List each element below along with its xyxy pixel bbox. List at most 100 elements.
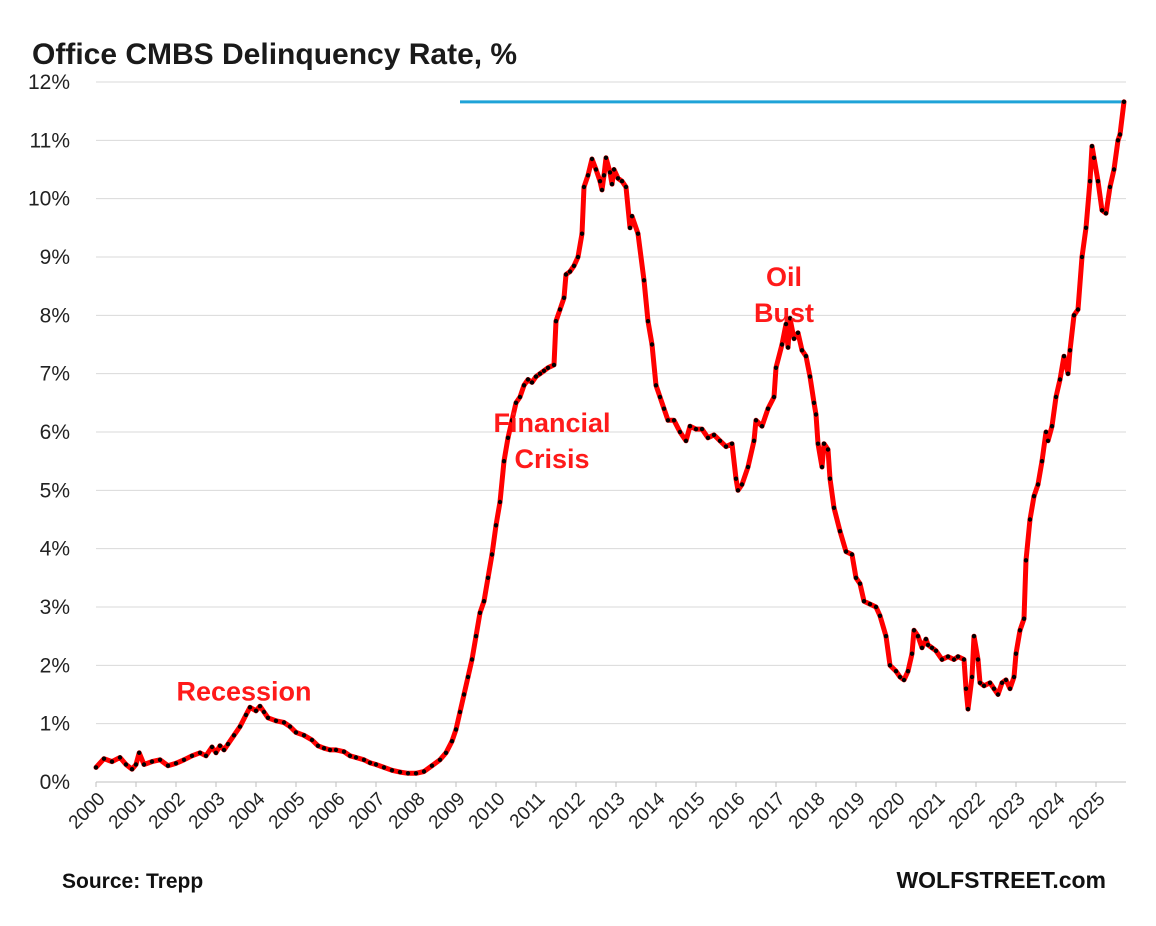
data-point [133,762,139,767]
data-point [773,365,779,370]
data-point [653,383,659,388]
data-point [541,368,547,373]
data-point [501,459,507,464]
data-point [977,680,983,685]
data-point [465,674,471,680]
data-point [381,765,387,770]
data-point [405,771,411,776]
data-point [585,173,591,178]
data-point [1031,494,1037,499]
data-point [825,447,831,452]
data-point [857,581,863,586]
x-tick-label: 2020 [865,789,910,834]
x-tick-label: 2000 [65,789,110,834]
data-point [893,669,899,674]
data-point [315,743,321,748]
data-point [197,750,203,755]
data-point [367,760,373,765]
data-point [933,648,939,653]
x-tick-label: 2001 [105,789,150,834]
data-point [629,214,635,219]
annotations: Recession Financial Crisis Oil Bust [176,262,814,706]
data-point [453,727,459,732]
data-point [485,575,491,580]
data-point [699,426,705,432]
data-point [657,394,663,400]
data-point [827,476,833,481]
data-point [1121,99,1127,105]
data-point [493,523,499,528]
data-point [469,657,475,662]
data-point [557,307,563,312]
y-tick-label: 7% [40,363,70,386]
data-point [353,755,359,760]
x-tick-label: 2018 [785,789,830,834]
data-point [373,762,379,767]
data-point [157,757,163,762]
data-point [1013,651,1019,656]
data-point [1095,179,1101,184]
data-point [861,599,867,604]
data-point [347,753,353,758]
data-point [477,610,483,615]
data-point [619,179,625,184]
source-label: Source: Trepp [62,870,203,893]
data-point [711,432,717,438]
data-point [181,757,187,762]
data-point [231,733,237,738]
data-point [521,383,527,388]
data-point [649,342,655,347]
data-point [955,654,961,659]
data-point [821,441,827,446]
data-point [683,438,689,443]
data-point [641,278,647,283]
data-point [189,753,195,758]
data-point [461,692,467,697]
data-point [571,263,577,268]
x-tick-label: 2021 [905,789,950,834]
x-tick-label: 2011 [506,789,550,833]
annotation-label: Financial [493,408,610,438]
data-point [791,336,797,341]
data-point [901,677,907,683]
x-tick-label: 2010 [465,789,510,834]
data-point [897,674,903,680]
data-point [473,634,479,639]
brand-label: WOLFSTREET.com [896,867,1106,893]
data-point [389,768,395,773]
data-point [803,354,809,359]
y-tick-label: 9% [40,246,70,269]
data-point [1057,377,1063,382]
data-point [1067,348,1073,353]
data-point [443,750,449,755]
data-point [293,730,299,735]
y-tick-label: 1% [40,713,70,736]
data-point [991,686,997,691]
data-point [873,604,879,610]
data-point [537,371,543,376]
y-tick-label: 12% [28,71,70,94]
data-point [607,170,613,175]
data-point [397,769,403,775]
data-point [783,321,789,327]
data-point [497,499,503,505]
data-point [237,724,243,729]
x-tick-label: 2005 [265,789,310,834]
data-point [635,231,641,236]
data-point [505,435,511,440]
data-point [481,599,487,604]
data-point [623,184,629,190]
data-point [981,683,987,688]
y-axis-ticks: 0% 1% 2% 3% 4% 5% 6% 7% 8% 9% 10% 11% 12% [28,71,70,794]
data-point [717,438,723,443]
data-point [529,380,535,385]
data-point [253,708,259,713]
data-point [575,254,581,260]
data-point [849,552,855,557]
data-point [509,418,515,423]
data-point [729,441,735,446]
data-point [963,686,969,691]
data-point [597,179,603,184]
y-tick-label: 5% [40,479,70,502]
data-point [137,750,142,755]
